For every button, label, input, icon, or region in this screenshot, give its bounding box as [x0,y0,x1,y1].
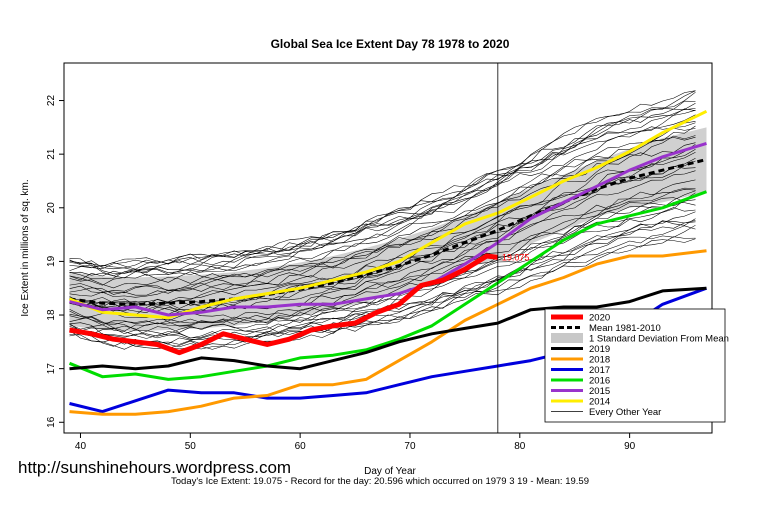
legend-label: 2016 [589,376,610,387]
plot-frame [63,62,713,434]
legend-label: 2017 [589,365,610,376]
legend-label: 2019 [589,344,610,355]
y-tick-label: 19 [46,255,57,267]
legend-label: Mean 1981-2010 [589,323,661,334]
series-2016-line [68,190,708,381]
every-other-year-line [69,109,696,276]
every-other-year-line [69,108,696,270]
current-value-label: 19.075 [502,252,530,262]
legend-label: 2015 [589,386,610,397]
watermark-url: http://sunshinehours.wordpress.com [18,458,292,477]
x-tick-label: 70 [404,441,416,452]
std-deviation-band [69,127,707,332]
axes: 19.075 40 50 60 70 80 90 16 17 18 19 20 21 22 [46,62,713,452]
every-other-year-line [69,220,696,347]
mean-1981-2010-line [69,158,707,306]
legend-label: 2014 [589,397,610,408]
series-2015-line [69,141,707,317]
every-other-year-line [69,125,696,296]
every-other-year-line [69,90,696,267]
y-tick-label: 18 [46,309,57,321]
mean-line [69,158,707,306]
every-other-year-line [69,121,696,286]
legend-label: 2018 [589,355,610,366]
x-tick-label: 90 [624,441,636,452]
x-tick-label: 60 [295,441,307,452]
every-other-year-line [69,238,696,349]
series-2019-line [69,286,707,371]
chart-title: Global Sea Ice Extent Day 78 1978 to 202… [271,37,510,51]
every-other-year-line [69,114,696,274]
footer-summary: Today's Ice Extent: 19.075 - Record for … [171,476,589,487]
legend-label: Every Other Year [589,407,661,418]
every-other-year-line [69,102,696,281]
every-other-year-line [69,100,696,279]
x-tick-label: 80 [514,441,526,452]
x-tick-label: 50 [185,441,197,452]
y-tick-label: 21 [46,148,57,160]
every-other-year-line [69,170,696,315]
every-other-year-lines [69,90,696,350]
legend-label: 2020 [589,313,610,324]
every-other-year-line [69,149,696,306]
every-other-year-line [69,142,696,294]
series-2018-line [69,249,707,416]
x-tick-label: 40 [75,441,87,452]
every-other-year-line [69,236,696,350]
y-axis-label: Ice Extent in millions of sq. km. [20,179,31,316]
series-2020-line [69,253,499,356]
every-other-year-line [69,194,696,331]
every-other-year-line [69,179,696,314]
y-tick-label: 17 [46,363,57,375]
every-other-year-line [69,187,696,326]
every-other-year-line [69,151,696,316]
std-band-area [69,127,707,332]
y-tick-label: 16 [46,416,57,428]
x-axis-label: Day of Year [364,466,416,477]
every-other-year-line [69,202,696,338]
every-other-year-line [69,122,696,280]
legend-label: 1 Standard Deviation From Mean [589,334,729,345]
every-other-year-line [69,135,696,298]
y-tick-label: 20 [46,202,57,214]
y-tick-label: 22 [46,95,57,107]
every-other-year-line [69,91,696,270]
legend-swatch [551,333,583,343]
every-other-year-line [69,224,696,345]
